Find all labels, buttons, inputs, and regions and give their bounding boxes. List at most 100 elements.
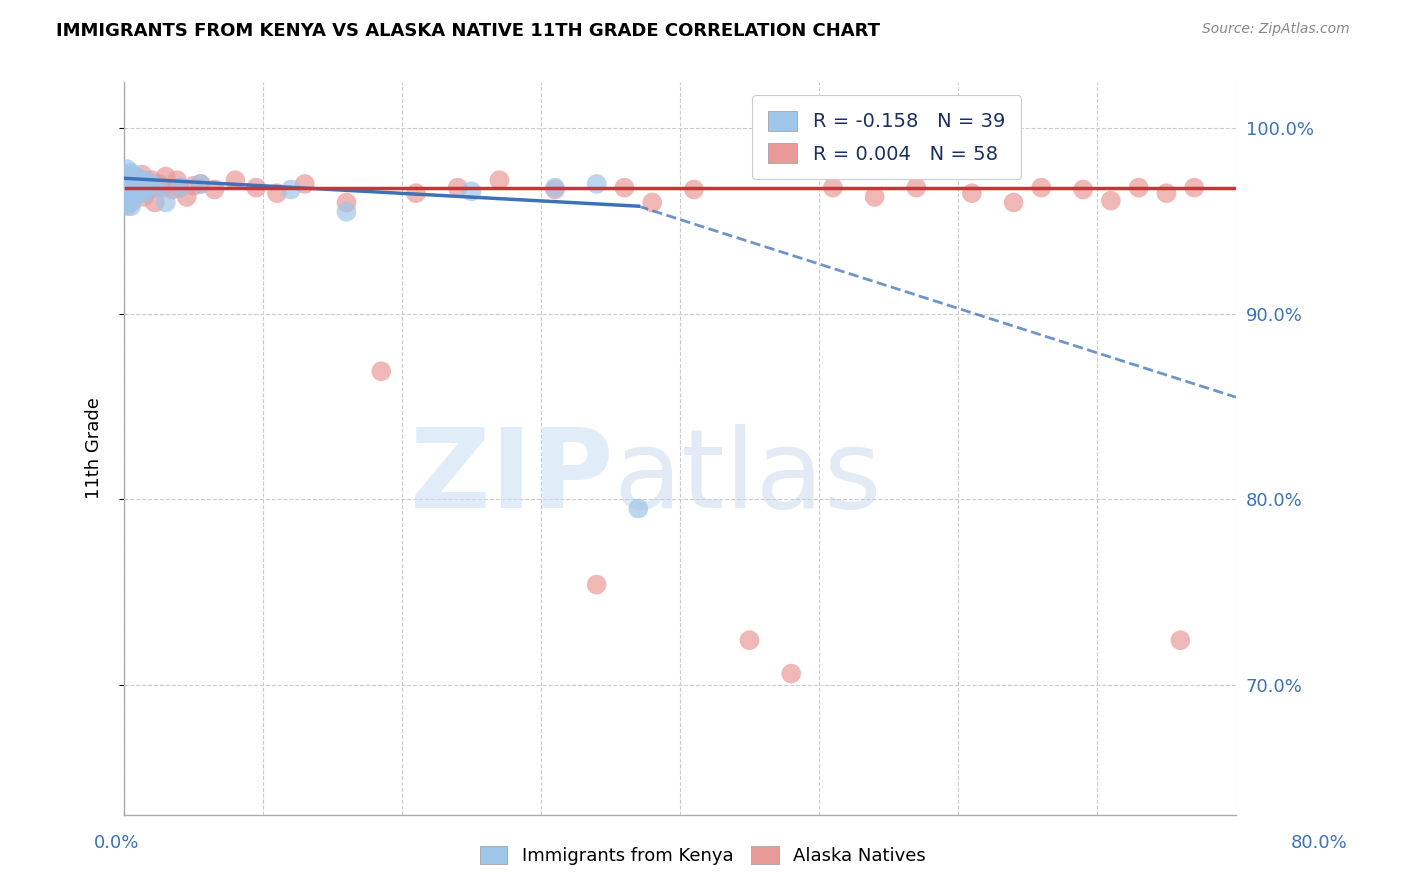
Point	[1099, 194, 1122, 208]
Point	[224, 173, 246, 187]
Point	[135, 175, 157, 189]
Point	[138, 182, 160, 196]
Point	[128, 171, 150, 186]
Point	[114, 173, 136, 187]
Y-axis label: 11th Grade: 11th Grade	[86, 397, 103, 500]
Point	[141, 177, 163, 191]
Point	[131, 168, 153, 182]
Point	[266, 186, 288, 201]
Point	[134, 186, 156, 201]
Point	[1031, 180, 1053, 194]
Point	[335, 204, 357, 219]
Point	[1071, 182, 1094, 196]
Point	[125, 180, 148, 194]
Point	[127, 186, 149, 201]
Point	[1128, 180, 1150, 194]
Point	[183, 178, 205, 193]
Point	[488, 173, 510, 187]
Point	[780, 666, 803, 681]
Point	[683, 182, 706, 196]
Point	[162, 182, 184, 196]
Point	[118, 195, 141, 210]
Text: Source: ZipAtlas.com: Source: ZipAtlas.com	[1202, 22, 1350, 37]
Point	[120, 195, 142, 210]
Point	[129, 185, 152, 199]
Point	[141, 173, 163, 187]
Point	[405, 186, 427, 201]
Point	[155, 169, 177, 184]
Point	[136, 175, 159, 189]
Point	[115, 186, 138, 201]
Point	[129, 180, 152, 194]
Point	[131, 173, 153, 187]
Point	[118, 178, 141, 193]
Point	[176, 190, 198, 204]
Point	[1156, 186, 1178, 201]
Point	[121, 173, 143, 187]
Text: 80.0%: 80.0%	[1291, 834, 1347, 852]
Point	[641, 195, 664, 210]
Point	[370, 364, 392, 378]
Point	[280, 182, 302, 196]
Point	[155, 195, 177, 210]
Point	[117, 190, 139, 204]
Point	[190, 177, 212, 191]
Point	[1182, 180, 1205, 194]
Point	[114, 168, 136, 182]
Point	[960, 186, 983, 201]
Point	[169, 180, 191, 194]
Text: IMMIGRANTS FROM KENYA VS ALASKA NATIVE 11TH GRADE CORRELATION CHART: IMMIGRANTS FROM KENYA VS ALASKA NATIVE 1…	[56, 22, 880, 40]
Legend: R = -0.158   N = 39, R = 0.004   N = 58: R = -0.158 N = 39, R = 0.004 N = 58	[752, 95, 1021, 179]
Point	[460, 185, 482, 199]
Point	[152, 180, 174, 194]
Point	[128, 173, 150, 187]
Point	[294, 177, 316, 191]
Point	[115, 199, 138, 213]
Point	[122, 186, 145, 201]
Point	[121, 186, 143, 201]
Legend: Immigrants from Kenya, Alaska Natives: Immigrants from Kenya, Alaska Natives	[472, 838, 934, 872]
Point	[447, 180, 470, 194]
Point	[132, 180, 155, 194]
Point	[117, 171, 139, 186]
Point	[114, 180, 136, 194]
Point	[120, 169, 142, 184]
Point	[544, 182, 567, 196]
Point	[125, 177, 148, 191]
Point	[585, 177, 607, 191]
Text: ZIP: ZIP	[411, 424, 613, 531]
Point	[166, 173, 188, 187]
Point	[122, 178, 145, 193]
Point	[121, 173, 143, 187]
Point	[143, 195, 166, 210]
Text: 0.0%: 0.0%	[94, 834, 139, 852]
Point	[627, 501, 650, 516]
Point	[127, 180, 149, 194]
Point	[169, 180, 191, 194]
Point	[118, 182, 141, 196]
Point	[124, 169, 146, 184]
Point	[120, 199, 142, 213]
Point	[117, 175, 139, 189]
Point	[132, 190, 155, 204]
Point	[148, 180, 170, 194]
Text: atlas: atlas	[613, 424, 882, 531]
Point	[544, 180, 567, 194]
Point	[1002, 195, 1025, 210]
Point	[120, 182, 142, 196]
Point	[585, 577, 607, 591]
Point	[738, 633, 761, 648]
Point	[115, 178, 138, 193]
Point	[124, 185, 146, 199]
Point	[122, 190, 145, 204]
Point	[245, 180, 267, 194]
Point	[335, 195, 357, 210]
Point	[190, 177, 212, 191]
Point	[905, 180, 928, 194]
Point	[1170, 633, 1192, 648]
Point	[124, 177, 146, 191]
Point	[117, 168, 139, 182]
Point	[204, 182, 226, 196]
Point	[613, 180, 636, 194]
Point	[120, 166, 142, 180]
